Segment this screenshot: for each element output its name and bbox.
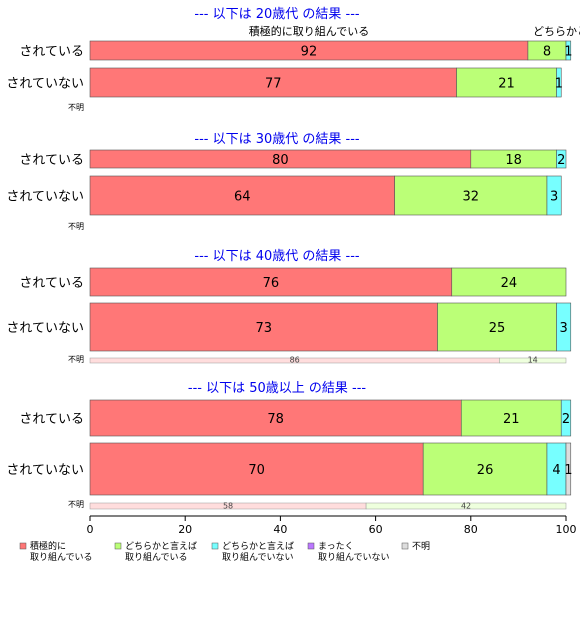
legend-label: 取り組んでいる (125, 551, 188, 563)
panel-3: --- 以下は 40歳代 の結果 --- されている 76 24 されていない 73 25 3… (6, 249, 572, 365)
unknown-data-label: 86 (290, 356, 300, 365)
data-label: 64 (234, 190, 251, 205)
legend-label: まったく (318, 541, 354, 552)
data-label: 70 (248, 463, 265, 478)
data-label: 26 (477, 463, 494, 478)
row-label: されていない (6, 463, 84, 478)
unknown-row-label: 不明 (68, 500, 84, 509)
data-label: 77 (265, 77, 282, 92)
unknown-bar-segment (365, 502, 567, 510)
bar-segment (422, 442, 548, 496)
bar-segment (556, 67, 562, 98)
panel-title: --- 以下は 30歳代 の結果 --- (194, 132, 360, 147)
data-label: 25 (489, 321, 506, 336)
bar-segment (89, 442, 424, 496)
segment-label: 積極的に取り組んでいる (249, 24, 369, 38)
panel-title: --- 以下は 50歳以上 の結果 --- (188, 381, 367, 396)
legend-label: 取り組んでいない (222, 551, 294, 563)
panel-4: --- 以下は 50歳以上 の結果 --- されている 78 21 2 されていない 70 2… (6, 381, 572, 511)
data-label: 21 (498, 77, 515, 92)
row-label: されている (19, 412, 84, 427)
legend-swatch (114, 542, 122, 550)
data-label: 2 (562, 412, 570, 427)
unknown-data-label: 42 (461, 502, 471, 511)
bar-segment (460, 399, 562, 437)
unknown-bar-segment (499, 357, 567, 364)
bar-segment (89, 302, 438, 352)
data-label: 92 (301, 45, 318, 60)
data-label: 18 (505, 153, 522, 168)
row-label: されていない (6, 321, 84, 336)
row-label: されている (19, 45, 84, 60)
unknown-data-label: 14 (528, 356, 538, 365)
panel-2: --- 以下は 30歳代 の結果 --- されている 80 18 2 されていない 64 32… (6, 132, 567, 231)
x-tick-label: 80 (464, 523, 478, 536)
legend-label: 取り組んでいる (30, 551, 93, 563)
unknown-data-label: 58 (223, 502, 233, 511)
data-label: 3 (550, 190, 558, 205)
data-label: 76 (263, 276, 280, 291)
bar-segment (556, 149, 567, 169)
legend-label: 不明 (412, 541, 430, 552)
panel-title: --- 以下は 40歳代 の結果 --- (194, 249, 360, 264)
unknown-row-label: 不明 (68, 355, 84, 364)
legend-swatch (307, 542, 315, 550)
x-tick-label: 100 (556, 523, 577, 536)
data-label: 1 (564, 463, 572, 478)
bar-segment (437, 302, 557, 352)
row-label: されている (19, 153, 84, 168)
unknown-row-label: 不明 (68, 103, 84, 112)
data-label: 3 (559, 321, 567, 336)
x-tick-label: 40 (273, 523, 287, 536)
data-label: 21 (503, 412, 520, 427)
bar-segment (546, 175, 562, 216)
bar-segment (394, 175, 548, 216)
data-label: 1 (555, 77, 563, 92)
x-tick-label: 20 (178, 523, 192, 536)
row-label: されていない (6, 77, 84, 92)
data-label: 78 (267, 412, 284, 427)
bar-segment (556, 302, 572, 352)
data-label: 24 (501, 276, 518, 291)
bar-segment (451, 267, 567, 297)
data-label: 2 (557, 153, 565, 168)
unknown-row-label: 不明 (68, 222, 84, 231)
x-tick-label: 60 (369, 523, 383, 536)
row-label: されていない (6, 190, 84, 205)
data-label: 73 (255, 321, 272, 336)
bar-segment (456, 67, 557, 98)
bar-segment (89, 175, 395, 216)
data-label: 80 (272, 153, 289, 168)
data-label: 32 (463, 190, 480, 205)
legend-label: どちらかと言えば (222, 540, 294, 552)
data-label: 4 (552, 463, 560, 478)
legend-label: 取り組んでいない (318, 551, 390, 563)
bar-segment (565, 40, 572, 61)
legend-swatch (211, 542, 219, 550)
bar-segment (560, 399, 572, 437)
bar-segment (89, 399, 462, 437)
legend-label: どちらかと言えば (125, 540, 197, 552)
segment-label: どちらかと言えば (533, 25, 580, 38)
row-label: されている (19, 276, 84, 291)
x-tick-label: 0 (87, 523, 94, 536)
legend-label: 積極的に (30, 540, 66, 552)
panel-title: --- 以下は 20歳代 の結果 --- (194, 7, 360, 22)
data-label: 8 (543, 45, 551, 60)
data-label: 1 (564, 45, 572, 60)
bar-segment (565, 442, 572, 496)
legend-swatch (19, 542, 27, 550)
legend-swatch (401, 542, 409, 550)
